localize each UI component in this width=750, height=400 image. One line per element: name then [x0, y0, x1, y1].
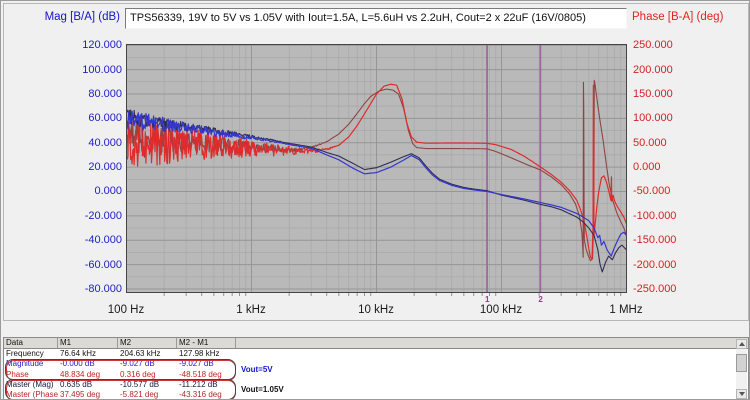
table-scrollbar[interactable] [736, 339, 747, 399]
arrow-up-icon [738, 342, 745, 346]
marker-1-label: 1 [485, 294, 490, 304]
table-row-frequency[interactable]: Frequency 76.64 kHz 204.63 kHz 127.98 kHz [4, 349, 254, 359]
row-label: Master (Phase) [6, 390, 58, 400]
phase-tick-label: 100.000 [633, 112, 673, 125]
curve-mag-5v [127, 110, 626, 257]
table-header-cell: M2 [118, 338, 177, 348]
row-label: Master (Mag) [6, 379, 54, 389]
row-value: -43.316 deg [179, 390, 222, 400]
mag-tick-label: -80.000 [84, 283, 122, 295]
table-row-magnitude[interactable]: Magnitude -0.000 dB -9.027 dB -9.027 dB [4, 359, 254, 369]
plot-canvas[interactable] [126, 44, 627, 297]
row-label: Magnitude [6, 359, 44, 369]
chart-panel: Mag [B/A] (dB) TPS56339, 19V to 5V vs 1.… [3, 3, 749, 321]
table-header-cell: M1 [58, 338, 118, 348]
mag-tick-label: 80.000 [88, 87, 122, 100]
row-value: 48.834 deg [60, 369, 101, 379]
curve-phase-1p05v [127, 79, 626, 262]
row-value: 0.316 deg [120, 369, 156, 379]
freq-tick-label: 100 kHz [479, 304, 523, 316]
mag-tick-label: 100.000 [82, 63, 122, 76]
table-row-master-mag-[interactable]: Master (Mag) 0.635 dB -10.577 dB -11.212 dB [4, 380, 254, 390]
row-value: 76.64 kHz [60, 349, 97, 358]
row-value: -0.000 dB [60, 359, 95, 369]
mag-tick-label: -40.000 [84, 234, 122, 247]
row-value: 204.63 kHz [120, 349, 161, 358]
cursor-table-header: Data M1 M2 M2 - M1 [4, 338, 748, 349]
row-value: 0.635 dB [60, 379, 93, 389]
phase-tick-label: -150.000 [633, 234, 677, 247]
arrow-down-icon [738, 391, 745, 396]
freq-tick-label: 100 Hz [107, 304, 145, 316]
marker-2-label: 2 [538, 294, 543, 304]
mag-tick-label: 40.000 [88, 136, 122, 149]
scroll-down-button[interactable] [736, 388, 747, 399]
mag-tick-label: 20.000 [88, 161, 122, 174]
mag-tick-label: 60.000 [88, 112, 122, 125]
mag-axis-title: Mag [B/A] (dB) [44, 11, 120, 23]
phase-tick-label: 150.000 [633, 87, 673, 100]
table-header-cell [236, 338, 748, 348]
row-value: -5.821 deg [120, 390, 159, 400]
phase-tick-label: 200.000 [633, 63, 673, 76]
legend-label-1p05v: Vout=1.05V [241, 385, 284, 395]
row-value: -11.212 dB [179, 379, 218, 389]
mag-tick-label: -20.000 [84, 209, 122, 222]
phase-tick-label: -50.000 [633, 185, 671, 198]
freq-tick-label: 10 kHz [358, 304, 394, 316]
mag-tick-label: 0.000 [94, 185, 122, 198]
mag-tick-label: 120.000 [82, 39, 122, 52]
scroll-up-button[interactable] [736, 339, 747, 349]
phase-tick-label: -200.000 [633, 258, 677, 271]
row-value: -9.027 dB [179, 359, 214, 369]
freq-tick-label: 1 kHz [236, 304, 266, 316]
legend-label-5v: Vout=5V [241, 364, 273, 374]
phase-tick-label: -250.000 [633, 283, 677, 295]
phase-tick-label: 0.000 [633, 161, 661, 174]
row-value: 37.495 deg [60, 390, 101, 400]
cursor-table-panel: Data M1 M2 M2 - M1 Frequency 76.64 kHz 204.63… [3, 337, 749, 400]
plot-area[interactable] [126, 44, 627, 297]
phase-tick-label: -100.000 [633, 209, 677, 222]
table-header-cell: Data [4, 338, 58, 348]
row-value: -10.577 dB [120, 379, 160, 389]
row-value: -48.518 deg [179, 369, 222, 379]
phase-axis-title: Phase [B-A] (deg) [632, 11, 724, 23]
row-value: 127.98 kHz [179, 349, 220, 358]
phase-tick-label: 50.000 [633, 136, 667, 149]
row-label: Phase [6, 369, 29, 379]
table-header-cell: M2 - M1 [177, 338, 236, 348]
table-row-master-phase-[interactable]: Master (Phase) 37.495 deg -5.821 deg -43.31… [4, 390, 254, 400]
freq-tick-label: 1 MHz [609, 304, 643, 316]
scrollbar-thumb[interactable] [736, 354, 747, 372]
row-value: -9.027 dB [120, 359, 155, 369]
phase-tick-label: 250.000 [633, 39, 673, 52]
table-row-phase[interactable]: Phase 48.834 deg 0.316 deg -48.518 deg [4, 370, 254, 380]
mag-tick-label: -60.000 [84, 258, 122, 271]
row-label: Frequency [6, 349, 44, 358]
chart-title-input[interactable]: TPS56339, 19V to 5V vs 1.05V with Iout=1… [125, 8, 627, 29]
